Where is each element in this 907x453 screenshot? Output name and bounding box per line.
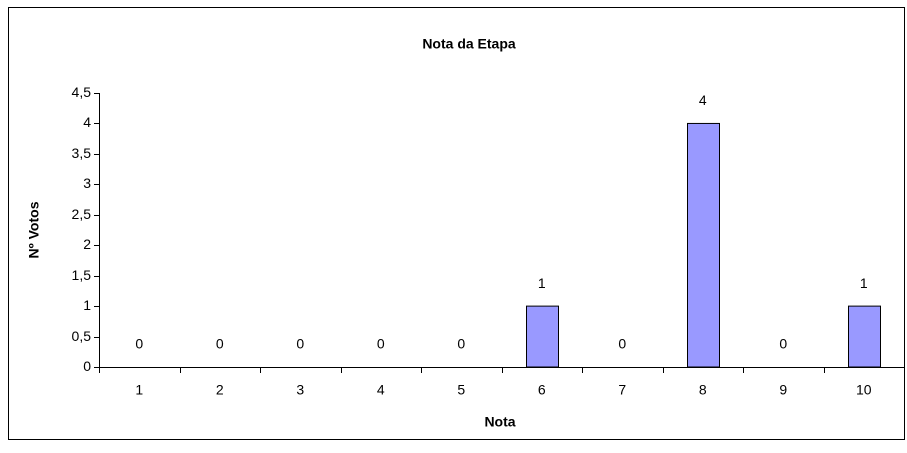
bar bbox=[848, 305, 881, 368]
data-label: 0 bbox=[216, 336, 224, 352]
x-tick-label: 5 bbox=[457, 382, 465, 398]
x-tick-label: 8 bbox=[699, 382, 707, 398]
y-tick-label: 4 bbox=[83, 114, 91, 130]
chart-title: Nota da Etapa bbox=[422, 36, 516, 52]
y-tick-label: 0 bbox=[83, 358, 91, 374]
y-tick-label: 1,5 bbox=[72, 267, 92, 283]
data-label: 0 bbox=[779, 336, 787, 352]
x-tick-label: 7 bbox=[618, 382, 626, 398]
x-tick-label: 10 bbox=[856, 382, 872, 398]
data-label: 0 bbox=[377, 336, 385, 352]
data-label: 0 bbox=[135, 336, 143, 352]
x-tick-label: 6 bbox=[538, 382, 546, 398]
y-tick-label: 2,5 bbox=[72, 206, 92, 222]
x-axis-label: Nota bbox=[484, 414, 515, 430]
y-tick-label: 3,5 bbox=[72, 145, 92, 161]
data-label: 1 bbox=[860, 275, 868, 291]
chart-frame bbox=[8, 7, 905, 440]
y-tick-label: 2 bbox=[83, 236, 91, 252]
data-label: 0 bbox=[457, 336, 465, 352]
bar bbox=[687, 122, 720, 368]
y-tick-label: 1 bbox=[83, 297, 91, 313]
data-label: 0 bbox=[296, 336, 304, 352]
y-axis-label: Nº Votos bbox=[26, 201, 42, 258]
y-tick-label: 3 bbox=[83, 175, 91, 191]
data-label: 4 bbox=[699, 92, 707, 108]
x-tick-label: 3 bbox=[296, 382, 304, 398]
x-tick-label: 9 bbox=[779, 382, 787, 398]
y-tick-label: 4,5 bbox=[72, 84, 92, 100]
x-tick-label: 4 bbox=[377, 382, 385, 398]
data-label: 0 bbox=[618, 336, 626, 352]
data-label: 1 bbox=[538, 275, 546, 291]
bar bbox=[526, 305, 559, 368]
y-tick-label: 0,5 bbox=[72, 328, 92, 344]
x-tick-label: 2 bbox=[216, 382, 224, 398]
x-tick-label: 1 bbox=[135, 382, 143, 398]
